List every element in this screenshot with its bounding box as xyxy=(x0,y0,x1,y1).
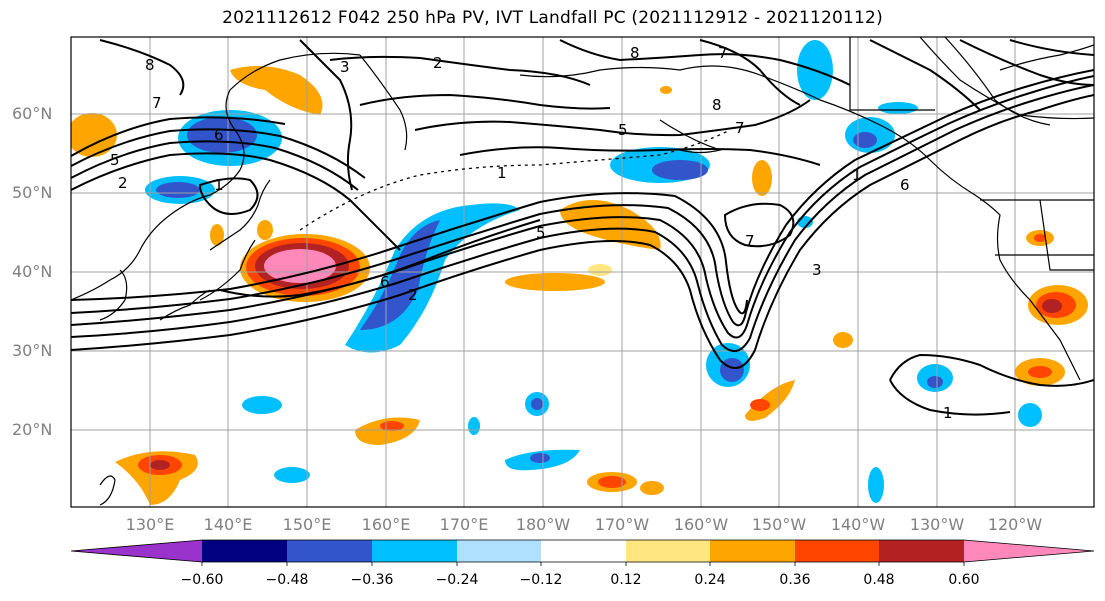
lon-label: 130°W xyxy=(909,515,965,534)
lat-label-30n: 30°N xyxy=(12,341,53,360)
colorbar-tick-label: −0.60 xyxy=(180,572,224,588)
colorbar-seg-1 xyxy=(202,540,287,562)
lon-label: 120°W xyxy=(987,515,1043,534)
colorbar-seg-8 xyxy=(795,540,879,562)
colorbar-seg-5 xyxy=(541,540,626,562)
lon-label: 170°W xyxy=(594,515,650,534)
contour-label: 6 xyxy=(900,176,910,194)
coastlines xyxy=(71,37,1094,506)
contour-label: 6 xyxy=(214,126,224,144)
colorbar xyxy=(70,539,1095,566)
lon-label: 140°W xyxy=(830,515,886,534)
colorbar-tick-label: −0.48 xyxy=(265,572,309,588)
contour-label: 1 xyxy=(497,164,507,182)
colorbar-tick-label: −0.36 xyxy=(350,572,394,588)
colorbar-seg-9 xyxy=(879,540,964,562)
contour-label: 3 xyxy=(340,58,350,76)
contour-label: 7 xyxy=(718,44,728,62)
contour-label: 5 xyxy=(110,151,120,169)
contour-label: 8 xyxy=(630,44,640,62)
colorbar-tick-label: 0.24 xyxy=(694,572,726,588)
colorbar-seg-0 xyxy=(71,540,202,562)
colorbar-tick-label: 0.36 xyxy=(779,572,811,588)
colorbar-seg-3 xyxy=(372,540,457,562)
contour-label: 3 xyxy=(812,261,822,279)
lon-label: 150°E xyxy=(282,515,332,534)
colorbar-tick-label: 0.48 xyxy=(863,572,895,588)
contour-label: 5 xyxy=(536,224,546,242)
contour-label: 7 xyxy=(735,119,745,137)
contour-label: 2 xyxy=(118,174,128,192)
lat-lon-grid xyxy=(71,37,1094,507)
contour-label: 7 xyxy=(745,232,755,250)
lon-label: 160°W xyxy=(673,515,729,534)
contour-label: 2 xyxy=(408,286,418,304)
lon-label: 150°W xyxy=(751,515,807,534)
aleutian-islands xyxy=(299,129,731,231)
colorbar-tick-label: 0.12 xyxy=(610,572,642,588)
contour-label: 2 xyxy=(433,54,443,72)
lat-label-60n: 60°N xyxy=(12,104,53,123)
contour-label: 1 xyxy=(852,166,862,184)
lon-label: 140°E xyxy=(203,515,253,534)
contour-label: 8 xyxy=(712,96,722,114)
colorbar-seg-4 xyxy=(457,540,541,562)
lat-label-50n: 50°N xyxy=(12,183,53,202)
contour-label: 1 xyxy=(943,404,953,422)
colorbar-seg-6 xyxy=(626,540,710,562)
colorbar-seg-10 xyxy=(964,540,1094,562)
colorbar-seg-7 xyxy=(710,540,795,562)
lon-label: 180°W xyxy=(515,515,571,534)
contour-label: 8 xyxy=(145,56,155,74)
contour-label: 1 xyxy=(214,176,224,194)
colorbar-seg-2 xyxy=(287,540,372,562)
contour-labels: 8 7 3 2 8 7 8 6 5 2 1 1 5 7 6 1 7 3 5 6 … xyxy=(110,44,953,422)
lon-label: 130°E xyxy=(125,515,175,534)
lon-label: 170°E xyxy=(439,515,489,534)
contour-label: 5 xyxy=(618,121,628,139)
contour-label: 6 xyxy=(380,273,390,291)
plot-frame xyxy=(70,36,1095,508)
lat-label-40n: 40°N xyxy=(12,262,53,281)
pv-contours xyxy=(71,39,1094,416)
chart-title: 2021112612 F042 250 hPa PV, IVT Landfall… xyxy=(222,8,883,28)
colorbar-tick-label: −0.12 xyxy=(519,572,563,588)
lon-label: 160°E xyxy=(361,515,411,534)
colorbar-tick-label: 0.60 xyxy=(948,572,980,588)
colorbar-tick-label: −0.24 xyxy=(435,572,479,588)
lat-label-20n: 20°N xyxy=(12,420,53,439)
contour-label: 7 xyxy=(152,94,162,112)
